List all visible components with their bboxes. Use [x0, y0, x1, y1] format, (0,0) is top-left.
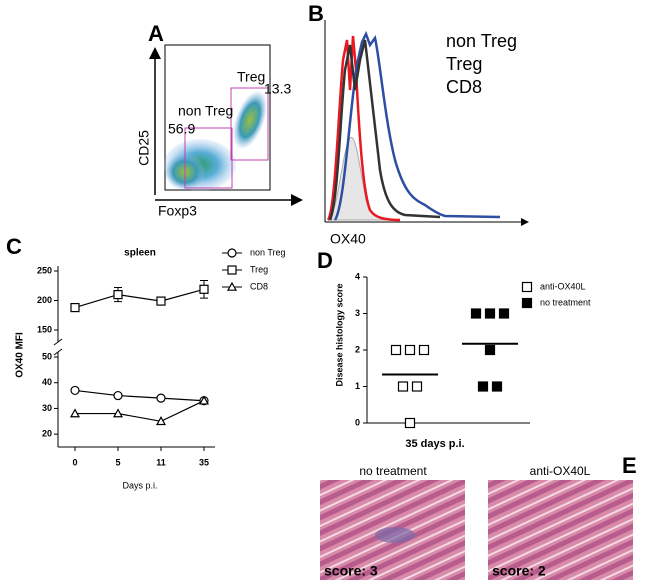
- flow-plot: [164, 44, 271, 191]
- gate-name: non Treg: [178, 103, 233, 119]
- panel-label: C: [6, 234, 22, 259]
- panel-label: D: [317, 248, 333, 273]
- y-tick-label: 20: [42, 429, 52, 439]
- legend-entry: CD8: [446, 77, 482, 97]
- gate-value: 13.3: [264, 81, 291, 97]
- marker: [156, 296, 166, 306]
- y-tick-label: 1: [355, 381, 360, 391]
- marker: [498, 308, 510, 319]
- y-tick-label: 4: [355, 271, 360, 281]
- marker: [470, 308, 482, 319]
- marker: [521, 297, 533, 309]
- marker: [156, 393, 166, 403]
- marker: [226, 281, 238, 291]
- marker: [404, 417, 416, 429]
- panel-label: A: [148, 21, 164, 46]
- axis-label: OX40: [330, 231, 366, 247]
- gate: [230, 87, 269, 161]
- legend-entry: non Treg: [250, 247, 286, 257]
- marker: [70, 385, 80, 396]
- marker: [113, 390, 123, 401]
- marker: [227, 248, 237, 258]
- marker: [112, 408, 124, 418]
- legend-entry: non Treg: [446, 31, 517, 51]
- axis-label: CD25: [136, 130, 152, 166]
- legend-entry: no treatment: [540, 297, 591, 307]
- marker: [484, 344, 496, 356]
- marker: [199, 284, 209, 294]
- axis-label: Foxp3: [158, 203, 197, 219]
- y-tick-label: 40: [42, 377, 52, 387]
- histogram-curve: [326, 35, 401, 222]
- series-line: [74, 389, 205, 402]
- gate: [184, 127, 233, 189]
- x-tick-label: 11: [156, 457, 166, 467]
- panel-label: E: [622, 453, 637, 478]
- gate-name: Treg: [237, 69, 265, 85]
- score-label: score: 2: [492, 563, 546, 579]
- x-tick-label: 5: [115, 457, 120, 467]
- legend-entry: Treg: [446, 54, 482, 74]
- image-title: anti-OX40L: [530, 464, 591, 478]
- marker: [397, 381, 409, 392]
- y-tick-label: 2: [355, 344, 360, 354]
- series-line: [75, 400, 205, 422]
- axis-break: [53, 338, 63, 346]
- marker: [411, 381, 423, 392]
- y-tick-label: 0: [355, 417, 360, 427]
- y-tick-label: 30: [42, 403, 52, 413]
- y-tick-label: 150: [37, 324, 52, 334]
- marker: [69, 408, 81, 418]
- marker: [198, 395, 210, 405]
- axis-label: Days p.i.: [122, 480, 157, 490]
- cell-cloud: [233, 91, 267, 149]
- y-tick-label: 250: [37, 265, 52, 275]
- marker: [404, 344, 416, 356]
- marker: [227, 265, 237, 275]
- axis-break: [53, 348, 63, 356]
- x-tick-label: 0: [72, 457, 77, 467]
- legend-entry: Treg: [250, 264, 268, 274]
- marker: [70, 302, 80, 313]
- marker: [155, 416, 167, 426]
- marker: [477, 381, 489, 392]
- panel-label: B: [308, 1, 324, 26]
- axis-label: Disease histology score: [334, 283, 344, 386]
- axis-label: 35 days p.i.: [405, 438, 464, 450]
- x-tick-label: 35: [199, 457, 209, 467]
- marker: [484, 308, 496, 319]
- y-tick-label: 50: [42, 351, 52, 361]
- histogram-curve: [328, 39, 441, 221]
- axis-label: OX40 MFI: [15, 332, 26, 378]
- series-line: [74, 288, 205, 309]
- y-tick-label: 200: [37, 295, 52, 305]
- image-title: no treatment: [359, 464, 427, 478]
- legend-entry: anti-OX40L: [540, 281, 586, 291]
- legend-entry: CD8: [250, 281, 268, 291]
- gate-value: 56.9: [168, 121, 195, 137]
- marker: [491, 381, 503, 392]
- score-label: score: 3: [324, 563, 378, 579]
- histology-image: [488, 480, 633, 580]
- histogram-curve: [333, 30, 501, 221]
- chart-title: spleen: [124, 248, 156, 259]
- marker: [113, 290, 123, 300]
- marker: [418, 344, 430, 356]
- marker: [390, 344, 402, 356]
- histology-detail: [375, 527, 415, 543]
- y-tick-label: 3: [355, 308, 360, 318]
- marker: [521, 281, 533, 293]
